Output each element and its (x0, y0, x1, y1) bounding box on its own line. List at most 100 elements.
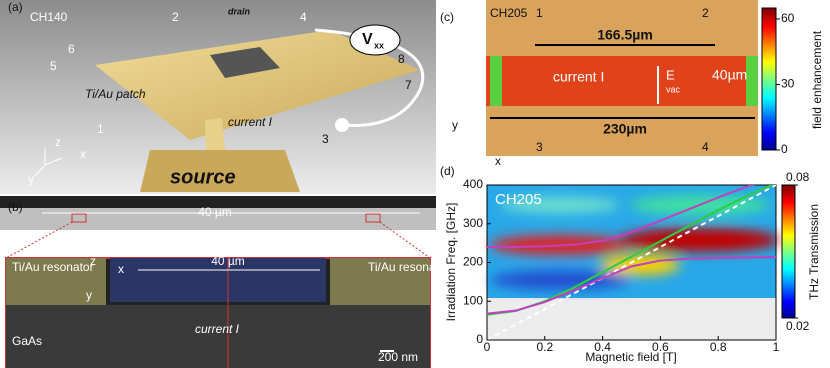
colorbar (761, 7, 777, 151)
mesa (210, 47, 280, 78)
channel (205, 118, 225, 152)
x-tick-label: 0 (484, 340, 491, 354)
current: current I (553, 69, 604, 85)
sample: CH140 (30, 10, 68, 24)
scalebar-label: 200 nm (378, 350, 418, 364)
x-tick-label: 0.4 (594, 340, 611, 354)
left-label: Ti/Au resonator (12, 260, 94, 274)
scalebar (380, 350, 394, 352)
colorbar-label: field enhancement (810, 30, 824, 129)
patch: Ti/Au patch (85, 87, 146, 101)
axis: x (80, 147, 86, 161)
x-tick-label: 0.2 (536, 340, 553, 354)
volt-sub: xx (374, 40, 384, 50)
axis: y (86, 288, 92, 302)
axes-arrows (34, 148, 63, 177)
current: current I (195, 322, 240, 336)
drain: drain (228, 6, 251, 16)
source: source (170, 166, 236, 188)
field-map (486, 56, 758, 106)
gaas (6, 305, 430, 368)
total: 230µm (603, 121, 647, 137)
contact: 7 (405, 78, 412, 92)
series-line (487, 185, 756, 248)
panel-label: (b) (8, 200, 23, 214)
colorbar-tick-label: 60 (781, 11, 795, 25)
scale-top: 40 µm (198, 205, 232, 219)
panel-a: (a) CH140 drain source Ti/Au patch curre… (0, 0, 436, 194)
device (95, 30, 420, 140)
field-edge (490, 56, 502, 106)
colorbar-ticks: 0 30 60 (776, 11, 795, 156)
voltmeter (349, 24, 401, 56)
axis: x (118, 262, 124, 276)
contact: 1 (97, 122, 104, 136)
sem-top-dark (0, 196, 436, 208)
axis: y (452, 118, 458, 132)
heatmap (487, 185, 780, 298)
contact: 3 (322, 132, 329, 146)
axis: z (55, 135, 61, 149)
panel-d: (d) CH205 Magnetic field [T] Irradiation… (440, 164, 821, 364)
axis: x (495, 154, 501, 168)
y-label: Irradiation Freq. [GHz] (444, 203, 458, 322)
series-line (487, 256, 776, 315)
axis: z (90, 254, 96, 268)
field-sub: vac (666, 84, 681, 94)
plot: 0 0.2 0.4 0.6 0.8 1 0 100 200 300 400 0.02 0.08 (463, 170, 810, 354)
colorbar-tick-label: 0.02 (786, 319, 810, 333)
contact: 4 (300, 10, 307, 24)
contact: 2 (702, 6, 709, 20)
colorbar (781, 184, 796, 319)
gap (110, 258, 326, 302)
width: 40µm (712, 67, 747, 83)
zoom-lines (5, 221, 431, 259)
contact: 5 (50, 59, 57, 73)
panel-c: (c) CH205 166.5µm 230µm 40µm current I E… (440, 0, 824, 168)
contact: 6 (68, 42, 75, 56)
x-tick-label: 1 (773, 340, 780, 354)
x-tick-label: 0.6 (652, 340, 669, 354)
colorbar-label: THz Transmission (807, 204, 821, 300)
substrate: GaAs (12, 334, 42, 348)
resonator-right (330, 258, 430, 308)
blob (500, 197, 620, 213)
current: current I (228, 115, 273, 129)
colorbar-tick-label: 30 (781, 77, 795, 91)
y-tick-label: 300 (463, 216, 483, 230)
length: 166.5µm (597, 27, 653, 43)
contact: 2 (172, 10, 179, 24)
colorbar-tick-label: 0.08 (786, 170, 810, 184)
series-line (487, 185, 776, 340)
contact: 1 (536, 6, 543, 20)
sample: CH205 (490, 6, 528, 20)
contact-dot (335, 118, 349, 132)
zoom-box (71, 213, 87, 223)
panel-label: (d) (440, 164, 455, 178)
y-tick-label: 0 (476, 332, 483, 346)
contact: 4 (702, 140, 709, 154)
source-pad (140, 150, 300, 192)
y-tick-label: 200 (463, 255, 483, 269)
volt-symbol: V (362, 31, 373, 48)
scale-zoom: 40 µm (211, 254, 245, 268)
panel-label: (a) (8, 0, 23, 14)
contact: 8 (398, 52, 405, 66)
x-label: Magnetic field [T] (585, 350, 676, 364)
field-symbol: E (666, 67, 675, 82)
zoom-box (365, 213, 381, 223)
y-tick-label: 100 (463, 293, 483, 307)
colorbar-tick-label: 0 (781, 142, 788, 156)
field-edge (746, 56, 758, 106)
x-tick-label: 0.8 (710, 340, 727, 354)
sample: CH205 (495, 191, 542, 208)
resonator-left (6, 258, 106, 308)
y-tick-label: 400 (463, 177, 483, 191)
right-label: Ti/Au resonator (368, 260, 450, 274)
axis: y (28, 172, 34, 186)
blob (490, 270, 630, 290)
blob (620, 228, 780, 252)
panel-label: (c) (440, 10, 454, 24)
